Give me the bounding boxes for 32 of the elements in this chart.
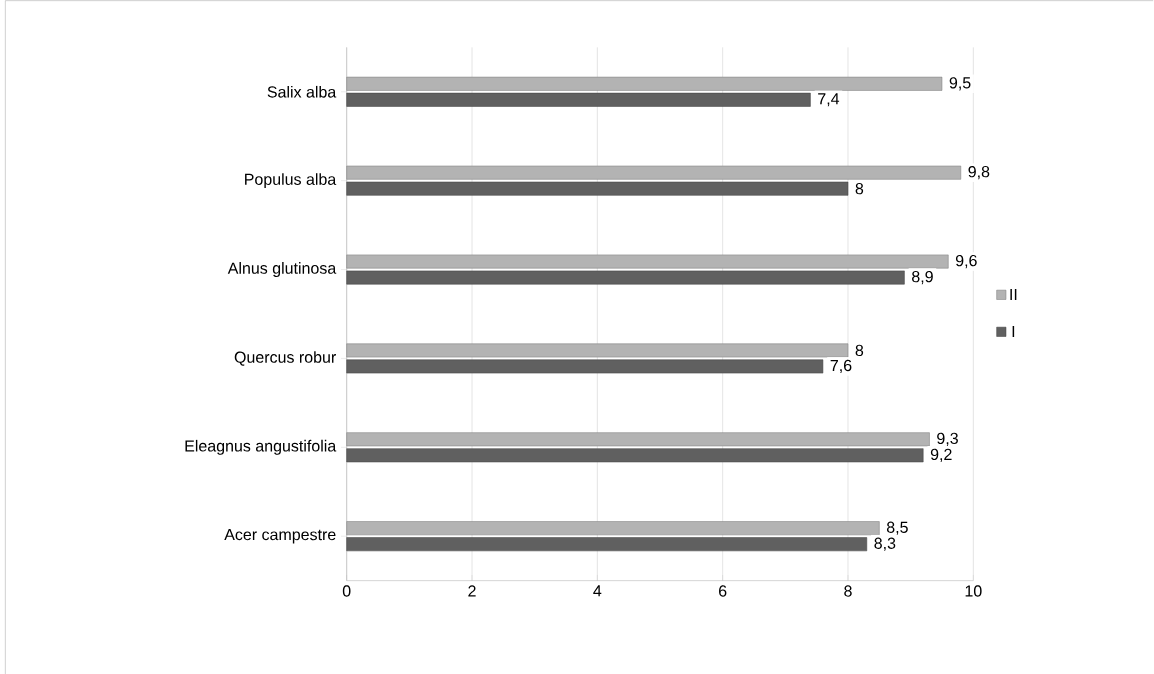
- x-tick-label: 10: [965, 585, 982, 597]
- data-label: 7,6: [830, 359, 852, 373]
- legend-label: I: [1012, 325, 1015, 337]
- bar: [346, 270, 905, 285]
- data-label: 9,8: [968, 165, 990, 180]
- y-tick-label: Populus alba: [245, 173, 337, 188]
- bar: [346, 537, 868, 552]
- data-label: 8: [855, 344, 864, 356]
- y-tick-label: Eleagnus angustifolia: [185, 439, 337, 455]
- y-tick-label: Quercus robur: [234, 351, 336, 366]
- data-label: 8,9: [912, 270, 933, 285]
- y-tick-label: Alnus glutinosa: [227, 261, 337, 277]
- data-label: 8: [855, 182, 864, 195]
- x-tick-label: 6: [719, 585, 727, 597]
- data-label: 7,4: [818, 93, 840, 107]
- x-tick-label: 4: [593, 585, 602, 597]
- data-label: 9,6: [955, 254, 977, 269]
- bar: [346, 92, 811, 107]
- data-label: 9,5: [949, 77, 971, 91]
- y-tick-label: Salix alba: [267, 85, 337, 98]
- x-tick-label: 8: [844, 585, 852, 597]
- x-tick-label: 0: [342, 585, 351, 597]
- y-tick-label: Acer campestre: [224, 528, 336, 544]
- data-label: 8,5: [886, 521, 908, 535]
- data-label: 8,3: [874, 537, 896, 551]
- bar: [346, 181, 849, 196]
- x-tick-label: 2: [468, 585, 476, 597]
- data-label: 9,2: [930, 448, 952, 462]
- bar: [346, 359, 824, 374]
- legend-label: II: [1010, 288, 1017, 300]
- data-label: 9,3: [937, 432, 958, 446]
- bar: [346, 448, 924, 463]
